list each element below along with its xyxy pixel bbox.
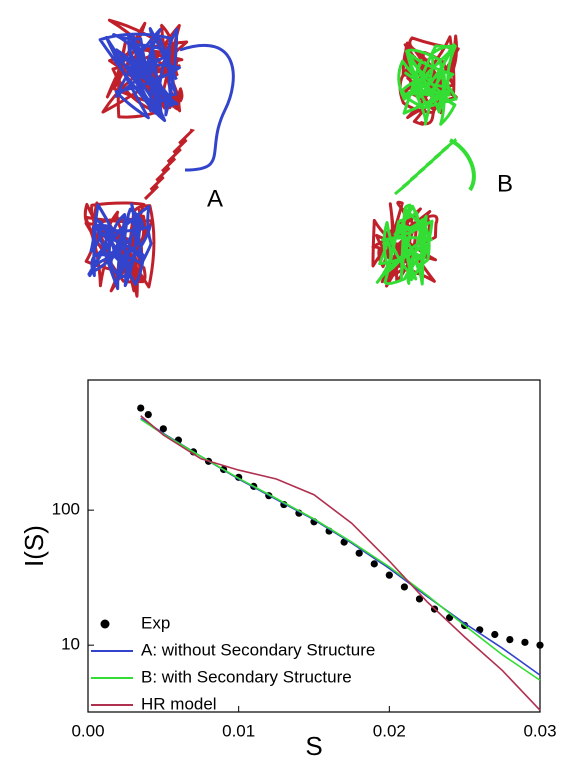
ribbon	[375, 203, 434, 286]
panel-label: B	[497, 170, 513, 197]
x-tick-label: 0.01	[222, 721, 255, 740]
y-axis-label: I(S)	[19, 525, 49, 567]
panel-label: A	[207, 185, 223, 212]
ribbon	[98, 27, 182, 123]
y-tick-label: 10	[61, 635, 80, 654]
x-tick-label: 0.03	[523, 721, 556, 740]
data-point	[491, 630, 499, 639]
data-point	[446, 614, 454, 622]
data-point	[385, 571, 393, 579]
ribbon	[179, 43, 235, 172]
ribbon	[398, 34, 460, 126]
series-line	[140, 415, 541, 711]
series-line	[140, 418, 541, 681]
ribbon	[397, 43, 458, 126]
ribbon	[87, 202, 153, 291]
legend-label: HR model	[141, 694, 217, 713]
x-tick-label: 0.00	[71, 721, 104, 740]
data-point	[137, 404, 145, 412]
data-point	[521, 638, 529, 646]
legend-marker	[100, 619, 110, 629]
data-point	[355, 549, 363, 557]
x-tick-label: 0.02	[373, 721, 406, 740]
y-tick-label: 100	[52, 500, 80, 519]
helix	[394, 138, 458, 196]
x-axis-label: S	[305, 731, 322, 760]
ribbon	[449, 138, 476, 192]
data-point	[159, 425, 167, 433]
data-point	[415, 595, 424, 603]
data-point	[506, 635, 514, 644]
legend-label: A: without Secondary Structure	[141, 640, 375, 659]
helix	[143, 128, 196, 201]
data-point	[536, 641, 544, 649]
data-point	[400, 583, 408, 591]
data-point	[370, 560, 378, 568]
legend-label: B: with Secondary Structure	[141, 667, 352, 686]
protein-structures	[83, 18, 476, 298]
legend-label: Exp	[141, 613, 170, 632]
data-point	[144, 410, 152, 419]
plot-frame	[87, 379, 541, 713]
